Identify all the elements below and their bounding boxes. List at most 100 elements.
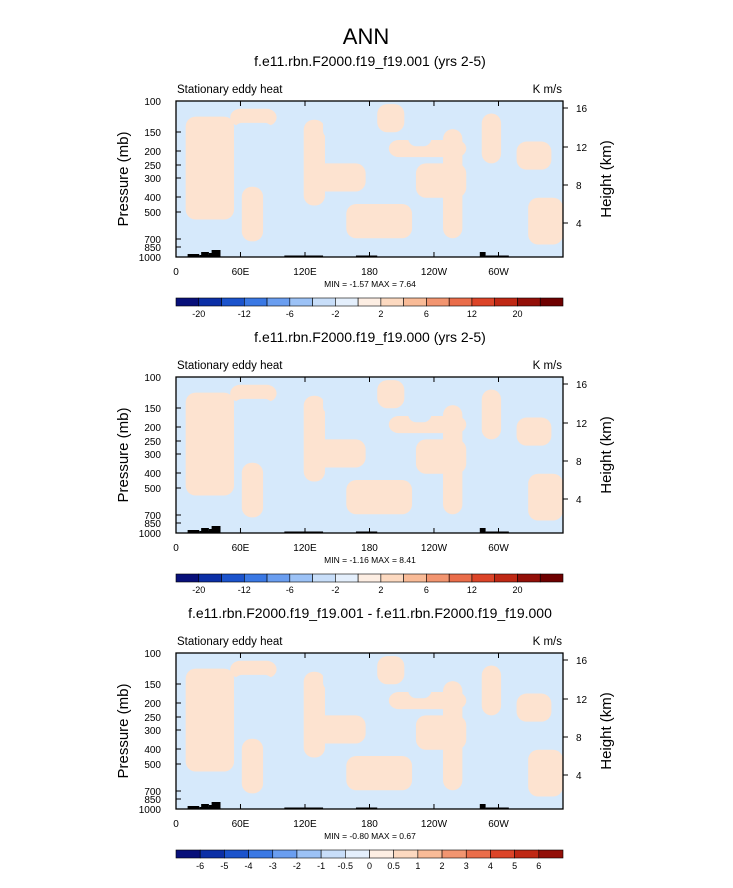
height-tick-label: 12 — [576, 419, 588, 430]
colorbar-swatch — [517, 297, 541, 307]
colorbar-swatch — [494, 297, 518, 307]
colorbar-swatch — [471, 297, 496, 307]
topography — [479, 252, 486, 257]
topography — [187, 254, 200, 257]
colorbar-label: 0 — [367, 861, 372, 871]
colorbar-swatch — [494, 573, 518, 583]
positive-region — [230, 108, 277, 126]
y-axis-label: Pressure (mb) — [115, 131, 132, 226]
positive-region — [377, 380, 405, 409]
lon-tick-label: 120E — [293, 819, 317, 830]
colorbar-swatch — [345, 849, 370, 859]
pressure-tick-label: 250 — [144, 161, 161, 172]
pressure-tick-label: 1000 — [139, 253, 162, 264]
panel-units: K m/s — [533, 84, 563, 96]
height-tick-label: 16 — [576, 380, 588, 391]
contour-field — [176, 101, 563, 257]
topography — [201, 252, 209, 257]
pressure-tick-label: 1000 — [139, 529, 162, 540]
contour-field — [176, 377, 563, 533]
lon-tick-label: 60W — [488, 543, 509, 554]
colorbar-swatch — [490, 849, 515, 859]
topography — [211, 802, 221, 809]
negative-region — [477, 447, 505, 518]
colorbar-swatch — [380, 573, 404, 583]
page-title: ANN — [343, 24, 389, 49]
lon-tick-label: 120W — [421, 543, 448, 554]
pressure-tick-label: 500 — [144, 208, 161, 219]
colorbar-swatch — [403, 297, 427, 307]
colorbar-swatch — [517, 573, 541, 583]
topography — [211, 250, 221, 257]
pressure-tick-label: 850 — [144, 519, 161, 530]
colorbar-label: 4 — [488, 861, 493, 871]
positive-region — [443, 129, 463, 239]
positive-region — [346, 203, 413, 239]
lon-tick-label: 120E — [293, 267, 317, 278]
colorbar-label: 0.5 — [387, 861, 400, 871]
negative-region — [408, 397, 432, 423]
negative-region — [408, 121, 432, 147]
pressure-tick-label: 400 — [144, 193, 161, 204]
topography — [485, 807, 509, 809]
negative-region — [234, 398, 273, 424]
topography — [208, 253, 213, 257]
panel-title: f.e11.rbn.F2000.f19_f19.001 (yrs 2-5) — [254, 53, 486, 69]
topography — [211, 526, 221, 533]
y-axis-label: Pressure (mb) — [115, 407, 132, 502]
positive-region — [346, 755, 413, 791]
colorbar-swatch — [448, 297, 473, 307]
height-tick-label: 4 — [576, 495, 582, 506]
colorbar-label: 12 — [467, 585, 477, 595]
panel-title: f.e11.rbn.F2000.f19_f19.000 (yrs 2-5) — [254, 329, 486, 345]
y-axis-label: Pressure (mb) — [115, 683, 132, 778]
colorbar-swatch — [289, 573, 313, 583]
colorbar-swatch — [441, 849, 467, 859]
colorbar-swatch — [539, 573, 564, 583]
positive-region — [230, 660, 277, 678]
topography — [187, 806, 200, 809]
colorbar: -20 -12 -6 -2 2 6 12 20 — [175, 573, 564, 595]
positive-region — [241, 462, 264, 518]
negative-region — [272, 166, 300, 242]
pressure-tick-label: 150 — [144, 680, 161, 691]
colorbar-label: 5 — [512, 861, 517, 871]
colorbar-swatch — [369, 849, 394, 859]
colorbar-label: -0.5 — [338, 861, 354, 871]
colorbar-swatch — [426, 573, 450, 583]
height-tick-label: 4 — [576, 771, 582, 782]
topography — [201, 804, 209, 809]
pressure-tick-label: 150 — [144, 404, 161, 415]
lon-tick-label: 0 — [173, 543, 179, 554]
colorbar-label: 6 — [424, 309, 429, 319]
pressure-tick-label: 400 — [144, 745, 161, 756]
positive-region — [230, 384, 277, 402]
positive-region — [377, 656, 405, 685]
positive-region — [443, 405, 463, 515]
colorbar-swatch — [199, 849, 225, 859]
positive-region — [528, 197, 563, 245]
pressure-tick-label: 500 — [144, 760, 161, 771]
negative-region — [234, 674, 273, 700]
panel-title: f.e11.rbn.F2000.f19_f19.001 - f.e11.rbn.… — [188, 605, 552, 621]
topography — [208, 529, 213, 533]
colorbar-label: 6 — [424, 585, 429, 595]
colorbar-swatch — [417, 849, 443, 859]
colorbar-label: -6 — [196, 861, 204, 871]
topography — [187, 530, 200, 533]
colorbar-label: -20 — [192, 585, 205, 595]
chart-panel-3: f.e11.rbn.F2000.f19_f19.001 - f.e11.rbn.… — [115, 605, 615, 871]
colorbar-swatch — [266, 297, 291, 307]
pressure-tick-label: 300 — [144, 174, 161, 185]
positive-region — [303, 395, 325, 482]
colorbar-swatch — [539, 297, 564, 307]
colorbar-swatch — [320, 849, 346, 859]
colorbar-label: -5 — [220, 861, 228, 871]
colorbar-swatch — [175, 573, 200, 583]
topography — [284, 531, 324, 533]
colorbar-swatch — [248, 849, 274, 859]
colorbar-swatch — [538, 849, 564, 859]
pressure-tick-label: 200 — [144, 699, 161, 710]
colorbar-swatch — [221, 573, 245, 583]
